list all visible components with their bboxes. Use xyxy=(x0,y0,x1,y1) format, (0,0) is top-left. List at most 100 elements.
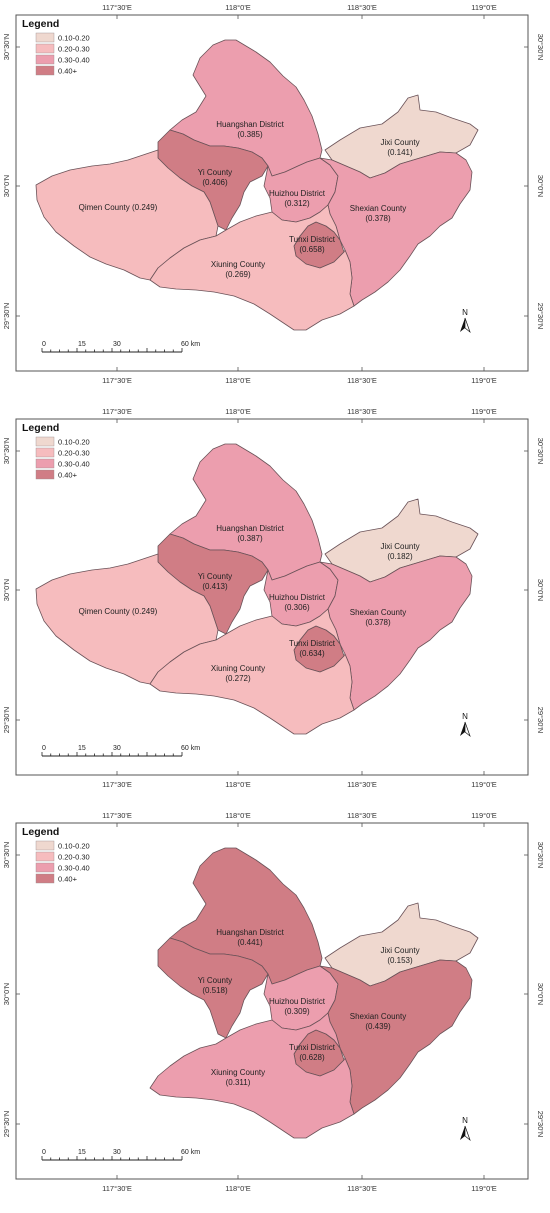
north-arrow-label: N xyxy=(462,308,468,317)
region-value-label: (0.309) xyxy=(284,1007,310,1016)
region-value-label: (0.378) xyxy=(365,214,391,223)
scale-bar: 0 15 30 60 km xyxy=(41,745,200,757)
region-name-label: Huizhou District xyxy=(269,593,326,602)
region-name-label: Yi County xyxy=(198,168,232,177)
top-longitude-label: 119°0'E xyxy=(471,811,497,820)
map-frame xyxy=(15,14,529,372)
region-name-label: Jixi County xyxy=(380,946,419,955)
legend-label: 0.30-0.40 xyxy=(58,56,90,65)
legend-swatch xyxy=(35,469,55,480)
region-value-label: (0.306) xyxy=(284,603,310,612)
bottom-longitude-label: 117°30'E xyxy=(102,780,132,789)
scale-bar-label: 60 km xyxy=(181,1149,200,1156)
top-longitude-label: 118°0'E xyxy=(225,407,251,416)
region-name-label: Yi County xyxy=(198,976,232,985)
region-name-label: Huangshan District xyxy=(216,524,284,533)
map-frame xyxy=(15,418,529,776)
legend-title: Legend xyxy=(22,422,59,434)
bottom-longitude-label: 118°0'E xyxy=(225,1184,251,1193)
region-value-label: (0.658) xyxy=(299,245,325,254)
scale-bar-label: 60 km xyxy=(181,341,200,348)
legend: Legend 0.10-0.20 0.20-0.30 0.30-0.40 0.40+ xyxy=(22,18,90,76)
top-longitude-label: 119°0'E xyxy=(471,407,497,416)
region-value-label: (0.141) xyxy=(387,148,413,157)
left-latitude-label: 29°30'N xyxy=(2,1111,11,1138)
left-latitude-label: 30°0'N xyxy=(2,175,11,197)
map-frame xyxy=(15,822,529,1180)
legend-label: 0.10-0.20 xyxy=(58,842,90,851)
region-name-label: Tunxi District xyxy=(289,235,336,244)
bottom-longitude-label: 118°30'E xyxy=(347,376,377,385)
top-longitude-label: 118°30'E xyxy=(347,811,377,820)
legend-swatch xyxy=(35,43,55,54)
legend: Legend 0.10-0.20 0.20-0.30 0.30-0.40 0.40+ xyxy=(22,422,90,480)
bottom-longitude-label: 118°0'E xyxy=(225,780,251,789)
region-value-label: (0.634) xyxy=(299,649,325,658)
map-svg: 117°30'E 117°30'E 118°0'E 118°0'E 118°30'E 11… xyxy=(2,407,545,789)
region-name-label: Huizhou District xyxy=(269,997,326,1006)
legend-label: 0.20-0.30 xyxy=(58,45,90,54)
region-xiuning-county xyxy=(149,204,355,331)
region-value-label: (0.182) xyxy=(387,552,413,561)
region-value-label: (0.378) xyxy=(365,618,391,627)
north-arrow-icon: N xyxy=(460,712,471,738)
region-name-label: Jixi County xyxy=(380,138,419,147)
scale-bar: 0 15 30 60 km xyxy=(41,1149,200,1161)
region-name-label: Huangshan District xyxy=(216,120,284,129)
top-longitude-label: 118°0'E xyxy=(225,811,251,820)
region-name-label: Tunxi District xyxy=(289,1043,336,1052)
legend-label: 0.30-0.40 xyxy=(58,460,90,469)
region-yi-county xyxy=(157,937,269,1039)
region-value-label: (0.518) xyxy=(202,986,228,995)
bottom-longitude-label: 118°30'E xyxy=(347,780,377,789)
map-regions xyxy=(149,847,479,1139)
legend-label: 0.10-0.20 xyxy=(58,34,90,43)
scale-bar: 0 15 30 60 km xyxy=(41,341,200,353)
region-name-label: Jixi County xyxy=(380,542,419,551)
legend: Legend 0.10-0.20 0.20-0.30 0.30-0.40 0.40+ xyxy=(22,826,90,884)
north-arrow-icon: N xyxy=(460,1116,471,1142)
region-value-label: (0.153) xyxy=(387,956,413,965)
region-name-label: Huangshan District xyxy=(216,928,284,937)
region-value-label: (0.272) xyxy=(225,674,251,683)
top-longitude-label: 117°30'E xyxy=(102,407,132,416)
left-latitude-label: 29°30'N xyxy=(2,707,11,734)
bottom-longitude-label: 119°0'E xyxy=(471,780,497,789)
scale-bar-label: 0 xyxy=(42,745,46,752)
top-longitude-label: 117°30'E xyxy=(102,3,132,12)
region-name-label: Shexian County xyxy=(350,1012,406,1021)
top-longitude-label: 117°30'E xyxy=(102,811,132,820)
region-name-label: Qimen County (0.249) xyxy=(79,607,158,616)
right-latitude-label: 29°30'N xyxy=(536,303,545,330)
legend-title: Legend xyxy=(22,826,59,838)
legend-swatch xyxy=(35,873,55,884)
right-latitude-label: 30°30'N xyxy=(536,842,545,869)
region-value-label: (0.387) xyxy=(237,534,263,543)
legend-label: 0.40+ xyxy=(58,67,78,76)
legend-swatch xyxy=(35,840,55,851)
region-value-label: (0.439) xyxy=(365,1022,391,1031)
right-latitude-label: 30°0'N xyxy=(536,175,545,197)
legend-swatch xyxy=(35,458,55,469)
map-panel-3: 117°30'E 117°30'E 118°0'E 118°0'E 118°30'E 11… xyxy=(0,808,550,1212)
top-longitude-label: 118°30'E xyxy=(347,407,377,416)
legend-swatch xyxy=(35,65,55,76)
bottom-longitude-label: 119°0'E xyxy=(471,376,497,385)
region-value-label: (0.628) xyxy=(299,1053,325,1062)
right-latitude-label: 30°30'N xyxy=(536,438,545,465)
region-value-label: (0.406) xyxy=(202,178,228,187)
scale-bar-label: 30 xyxy=(113,745,121,752)
scale-bar-label: 30 xyxy=(113,1149,121,1156)
region-value-label: (0.312) xyxy=(284,199,310,208)
scale-bar-label: 0 xyxy=(42,341,46,348)
north-arrow-icon: N xyxy=(460,308,471,334)
legend-swatch xyxy=(35,862,55,873)
legend-swatch xyxy=(35,447,55,458)
legend-label: 0.20-0.30 xyxy=(58,853,90,862)
map-svg: 117°30'E 117°30'E 118°0'E 118°0'E 118°30'E 11… xyxy=(2,3,545,385)
map-svg: 117°30'E 117°30'E 118°0'E 118°0'E 118°30'E 11… xyxy=(2,811,545,1193)
legend-label: 0.20-0.30 xyxy=(58,449,90,458)
scale-bar-label: 15 xyxy=(78,1149,86,1156)
left-latitude-label: 30°30'N xyxy=(2,438,11,465)
map-panel-2: 117°30'E 117°30'E 118°0'E 118°0'E 118°30'E 11… xyxy=(0,404,550,808)
